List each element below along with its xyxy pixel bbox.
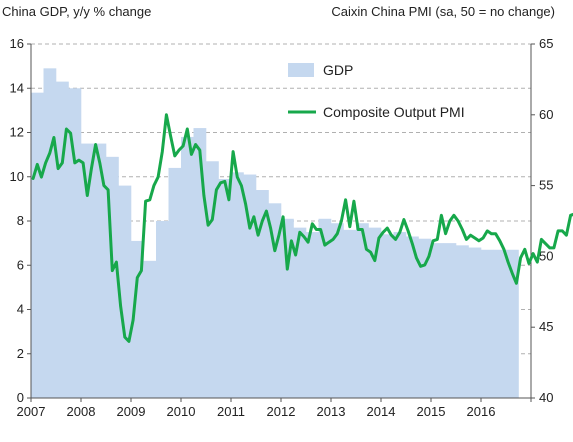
gdp-bar bbox=[218, 178, 232, 398]
gdp-bar bbox=[468, 247, 482, 398]
right-tick-label: 55 bbox=[539, 178, 553, 193]
gdp-bar bbox=[493, 249, 507, 398]
x-tick-label: 2011 bbox=[217, 404, 245, 419]
right-tick-label: 50 bbox=[539, 248, 553, 263]
x-tick-label: 2014 bbox=[367, 404, 396, 419]
left-axis-title: China GDP, y/y % change bbox=[2, 4, 152, 19]
gdp-bar bbox=[368, 227, 382, 398]
right-tick-label: 45 bbox=[539, 319, 553, 334]
gdp-bar bbox=[481, 249, 494, 398]
left-tick-label: 16 bbox=[10, 36, 24, 51]
gdp-bar bbox=[43, 68, 57, 399]
gdp-bar bbox=[393, 232, 407, 398]
gdp-bar bbox=[293, 227, 307, 398]
left-tick-label: 4 bbox=[17, 302, 24, 317]
x-tick-label: 2008 bbox=[67, 404, 96, 419]
gdp-bar bbox=[331, 223, 344, 398]
gdp-bar bbox=[206, 161, 219, 398]
legend-gdp-label: GDP bbox=[323, 62, 353, 78]
gdp-bar bbox=[93, 143, 107, 398]
x-tick-label: 2007 bbox=[17, 404, 46, 419]
x-tick-label: 2013 bbox=[317, 404, 346, 419]
gdp-bar bbox=[343, 229, 357, 398]
gdp-bar bbox=[243, 174, 257, 398]
gdp-bar bbox=[168, 167, 182, 398]
x-tick-label: 2010 bbox=[167, 404, 196, 419]
left-tick-label: 2 bbox=[17, 346, 24, 361]
left-tick-label: 10 bbox=[10, 169, 24, 184]
left-tick-label: 14 bbox=[10, 80, 24, 95]
legend-pmi-label: Composite Output PMI bbox=[323, 104, 465, 120]
right-tick-label: 60 bbox=[539, 107, 553, 122]
gdp-bar bbox=[443, 243, 457, 398]
gdp-bar bbox=[281, 218, 294, 398]
left-tick-label: 6 bbox=[17, 257, 24, 272]
pmi-line bbox=[31, 113, 573, 343]
left-tick-label: 0 bbox=[17, 390, 24, 405]
gdp-bar bbox=[456, 245, 469, 398]
gdp-bar bbox=[431, 243, 444, 398]
legend-gdp-swatch bbox=[288, 63, 314, 77]
x-tick-label: 2009 bbox=[117, 404, 146, 419]
gdp-bar bbox=[268, 203, 282, 398]
x-tick-label: 2012 bbox=[267, 404, 296, 419]
gdp-bar bbox=[506, 249, 519, 398]
x-tick-label: 2015 bbox=[417, 404, 446, 419]
gdp-bar bbox=[231, 172, 244, 398]
gdp-bar bbox=[156, 221, 169, 398]
x-tick-label: 2016 bbox=[467, 404, 496, 419]
gdp-bar bbox=[418, 238, 432, 398]
gdp-bar bbox=[406, 236, 419, 398]
right-tick-label: 40 bbox=[539, 390, 553, 405]
gdp-bar bbox=[118, 185, 132, 398]
gdp-bar bbox=[181, 136, 194, 399]
gdp-bar bbox=[131, 240, 144, 398]
gdp-bar bbox=[356, 223, 369, 398]
gdp-bar bbox=[31, 92, 44, 399]
gdp-bar bbox=[56, 81, 69, 399]
gdp-bar bbox=[193, 128, 207, 398]
gdp-bar bbox=[306, 232, 319, 398]
gdp-bar bbox=[81, 143, 94, 398]
left-tick-label: 8 bbox=[17, 213, 24, 228]
gdp-bar bbox=[256, 190, 269, 398]
right-axis-title: Caixin China PMI (sa, 50 = no change) bbox=[331, 4, 555, 19]
left-tick-label: 12 bbox=[10, 125, 24, 140]
gdp-bar bbox=[381, 234, 394, 398]
gdp-bar bbox=[143, 260, 157, 398]
right-tick-label: 65 bbox=[539, 36, 553, 51]
gdp-bar bbox=[68, 88, 82, 398]
gdp-bar bbox=[318, 218, 332, 398]
